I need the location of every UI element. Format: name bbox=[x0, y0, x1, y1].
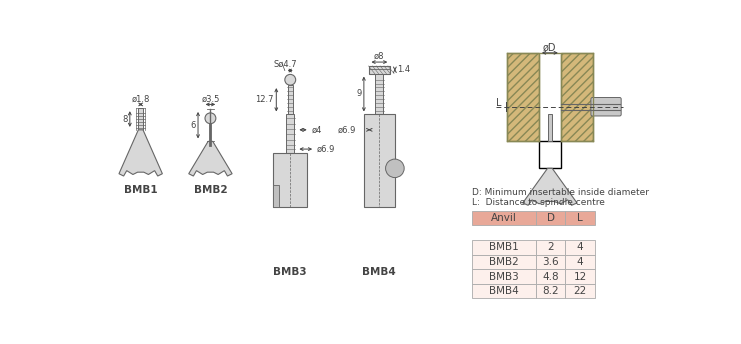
Text: BMB1: BMB1 bbox=[124, 185, 158, 195]
Text: 6: 6 bbox=[190, 121, 196, 130]
Circle shape bbox=[205, 113, 216, 124]
Text: 3.6: 3.6 bbox=[542, 257, 559, 267]
FancyBboxPatch shape bbox=[536, 240, 565, 255]
Polygon shape bbox=[119, 130, 162, 176]
Text: Anvil: Anvil bbox=[491, 213, 517, 223]
Text: 12: 12 bbox=[574, 271, 587, 281]
Text: 4: 4 bbox=[576, 257, 583, 267]
Text: 4: 4 bbox=[576, 242, 583, 252]
Text: 8.2: 8.2 bbox=[542, 286, 559, 296]
FancyBboxPatch shape bbox=[565, 211, 595, 225]
FancyBboxPatch shape bbox=[368, 66, 391, 74]
Text: L:  Distance to spindle centre: L: Distance to spindle centre bbox=[472, 198, 605, 207]
Text: ø6.9: ø6.9 bbox=[316, 144, 335, 153]
Text: 4.8: 4.8 bbox=[542, 271, 559, 281]
Text: 2: 2 bbox=[548, 242, 554, 252]
FancyBboxPatch shape bbox=[565, 269, 595, 284]
FancyBboxPatch shape bbox=[472, 269, 536, 284]
Text: BMB3: BMB3 bbox=[489, 271, 519, 281]
Circle shape bbox=[285, 74, 296, 85]
Text: D: Minimum insertable inside diameter: D: Minimum insertable inside diameter bbox=[472, 189, 649, 197]
Text: BMB4: BMB4 bbox=[362, 267, 396, 277]
Text: 1.4: 1.4 bbox=[397, 65, 411, 74]
FancyBboxPatch shape bbox=[536, 269, 565, 284]
Text: ø3.5: ø3.5 bbox=[202, 95, 219, 104]
FancyBboxPatch shape bbox=[273, 153, 308, 207]
FancyBboxPatch shape bbox=[536, 284, 565, 299]
Text: L: L bbox=[577, 213, 583, 223]
FancyBboxPatch shape bbox=[548, 115, 552, 141]
Text: ø1.8: ø1.8 bbox=[131, 95, 150, 104]
FancyBboxPatch shape bbox=[286, 115, 294, 153]
Polygon shape bbox=[189, 141, 232, 176]
Text: ø6.9: ø6.9 bbox=[338, 125, 356, 134]
FancyBboxPatch shape bbox=[508, 53, 539, 141]
FancyBboxPatch shape bbox=[539, 141, 561, 168]
Text: BMB1: BMB1 bbox=[489, 242, 519, 252]
FancyBboxPatch shape bbox=[139, 108, 143, 130]
Text: BMB4: BMB4 bbox=[489, 286, 519, 296]
FancyBboxPatch shape bbox=[565, 255, 595, 269]
FancyBboxPatch shape bbox=[565, 240, 595, 255]
Text: 8: 8 bbox=[122, 115, 127, 123]
FancyBboxPatch shape bbox=[591, 97, 621, 116]
FancyBboxPatch shape bbox=[364, 115, 395, 207]
FancyBboxPatch shape bbox=[561, 53, 593, 141]
FancyBboxPatch shape bbox=[536, 211, 565, 225]
Text: L: L bbox=[496, 98, 502, 108]
Text: ø4: ø4 bbox=[311, 125, 322, 134]
Text: 9: 9 bbox=[356, 89, 362, 98]
Text: BMB3: BMB3 bbox=[273, 267, 307, 277]
FancyBboxPatch shape bbox=[472, 240, 536, 255]
Text: 12.7: 12.7 bbox=[256, 95, 274, 104]
FancyBboxPatch shape bbox=[376, 74, 383, 115]
FancyBboxPatch shape bbox=[472, 284, 536, 299]
Text: 22: 22 bbox=[574, 286, 587, 296]
Text: øD: øD bbox=[543, 42, 556, 52]
FancyBboxPatch shape bbox=[565, 284, 595, 299]
Text: Sø4.7: Sø4.7 bbox=[273, 60, 297, 69]
FancyBboxPatch shape bbox=[536, 255, 565, 269]
Polygon shape bbox=[522, 168, 577, 205]
FancyBboxPatch shape bbox=[472, 255, 536, 269]
Text: BMB2: BMB2 bbox=[489, 257, 519, 267]
FancyBboxPatch shape bbox=[288, 85, 293, 115]
Text: ø8: ø8 bbox=[374, 52, 385, 61]
Circle shape bbox=[385, 159, 404, 178]
FancyBboxPatch shape bbox=[472, 211, 536, 225]
FancyBboxPatch shape bbox=[273, 185, 279, 207]
Text: D: D bbox=[547, 213, 555, 223]
Text: BMB2: BMB2 bbox=[193, 185, 227, 195]
